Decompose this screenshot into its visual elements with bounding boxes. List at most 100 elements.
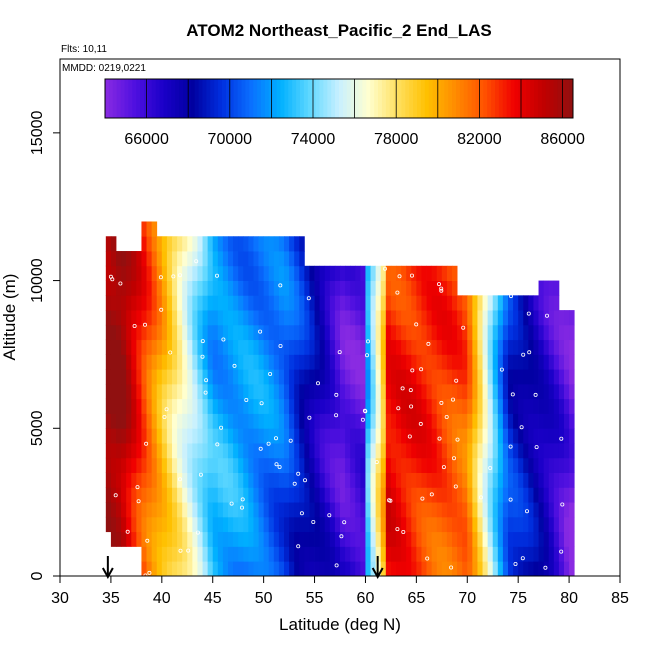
heatmap-cell xyxy=(207,251,214,267)
heatmap-cell xyxy=(502,472,509,488)
heatmap-cell xyxy=(172,310,178,326)
heatmap-cell xyxy=(116,324,122,341)
heatmap-cell xyxy=(462,383,468,400)
y-tick-label: 0 xyxy=(29,571,46,580)
chart-title: ATOM2 Northeast_Pacific_2 End_LAS xyxy=(186,21,491,40)
heatmap-cell xyxy=(268,443,275,459)
heatmap-cell xyxy=(309,383,315,400)
heatmap-cell xyxy=(238,443,244,459)
sample-dot xyxy=(302,478,307,483)
heatmap-cell xyxy=(294,265,300,281)
heatmap-cell xyxy=(258,561,265,576)
heatmap-cell xyxy=(228,457,234,473)
heatmap-cell xyxy=(217,236,224,252)
heatmap-cell xyxy=(136,369,142,385)
heatmap-cell xyxy=(324,413,331,429)
heatmap-cell xyxy=(284,280,290,296)
heatmap-cell xyxy=(482,413,489,429)
heatmap-cell xyxy=(243,236,249,252)
heatmap-cell xyxy=(558,428,565,444)
heatmap-cell xyxy=(243,472,249,488)
heatmap-cell xyxy=(370,280,377,296)
heatmap-cell xyxy=(156,413,163,429)
colorbar-frame xyxy=(104,78,574,119)
heatmap-cell xyxy=(151,354,158,370)
heatmap-cell xyxy=(177,546,183,562)
heatmap-cell xyxy=(156,324,163,341)
heatmap-cell xyxy=(319,398,326,414)
heatmap-cell xyxy=(340,443,346,459)
heatmap-cell xyxy=(426,531,433,547)
heatmap-cell xyxy=(334,369,341,385)
heatmap-cell xyxy=(263,251,270,267)
heatmap-cell xyxy=(345,546,351,562)
heatmap-cell xyxy=(375,472,382,488)
x-axis-label: Latitude (deg N) xyxy=(279,615,401,634)
heatmap-cell xyxy=(457,383,463,400)
heatmap-cell xyxy=(406,531,412,547)
heatmap-cell xyxy=(345,280,351,296)
heatmap-cell xyxy=(329,443,336,459)
heatmap-cell xyxy=(401,531,407,547)
heatmap-cell xyxy=(284,487,290,503)
heatmap-cell xyxy=(502,516,509,533)
sample-dot xyxy=(451,456,456,461)
heatmap-cell xyxy=(426,457,433,473)
heatmap-cell xyxy=(309,354,315,370)
heatmap-cell xyxy=(365,502,371,518)
heatmap-cell xyxy=(324,546,331,562)
sample-dot xyxy=(299,511,304,516)
heatmap-cell xyxy=(192,413,198,429)
heatmap-cell xyxy=(309,369,315,385)
heatmap-cell xyxy=(228,265,234,281)
heatmap-cell xyxy=(212,398,219,414)
heatmap-cell xyxy=(172,516,178,533)
heatmap-cell xyxy=(105,339,112,355)
sample-dot xyxy=(450,397,455,402)
sample-dot xyxy=(278,283,283,288)
heatmap-cell xyxy=(457,398,463,414)
heatmap-cell xyxy=(538,546,545,562)
heatmap-cell xyxy=(406,561,412,576)
heatmap-cell xyxy=(452,295,458,311)
heatmap-cell xyxy=(390,487,397,503)
heatmap-cell xyxy=(253,383,259,400)
heatmap-cell xyxy=(299,310,305,326)
heatmap-cell xyxy=(105,516,112,533)
heatmap-cell xyxy=(548,369,555,385)
heatmap-cell xyxy=(334,487,341,503)
heatmap-cell xyxy=(299,457,305,473)
heatmap-cell xyxy=(222,295,229,311)
heatmap-cell xyxy=(121,472,127,488)
heatmap-cell xyxy=(446,339,453,355)
heatmap-cell xyxy=(273,443,280,459)
heatmap-cell xyxy=(375,383,382,400)
heatmap-cell xyxy=(217,251,224,267)
heatmap-cell xyxy=(161,369,168,385)
heatmap-cell xyxy=(477,369,483,385)
heatmap-cell xyxy=(304,295,310,311)
sample-dot xyxy=(259,401,264,406)
heatmap-cell xyxy=(105,383,112,400)
heatmap-cell xyxy=(457,516,463,533)
heatmap-cell xyxy=(426,383,433,400)
heatmap-cell xyxy=(217,487,224,503)
heatmap-cell xyxy=(233,369,239,385)
heatmap-cell xyxy=(202,354,209,370)
heatmap-cell xyxy=(284,310,290,326)
heatmap-cell xyxy=(172,383,178,400)
heatmap-cell xyxy=(350,265,356,281)
heatmap-cell xyxy=(233,516,239,533)
heatmap-cell xyxy=(258,354,265,370)
heatmap-cell xyxy=(390,443,397,459)
heatmap-cell xyxy=(406,295,412,311)
heatmap-cell xyxy=(411,398,417,414)
heatmap-cell xyxy=(222,265,229,281)
heatmap-cell xyxy=(416,502,422,518)
heatmap-cell xyxy=(284,265,290,281)
heatmap-cell xyxy=(508,443,514,459)
colorbar-swatch xyxy=(456,79,461,118)
heatmap-cell xyxy=(238,339,244,355)
heatmap-cell xyxy=(217,457,224,473)
heatmap-cell xyxy=(482,546,489,562)
